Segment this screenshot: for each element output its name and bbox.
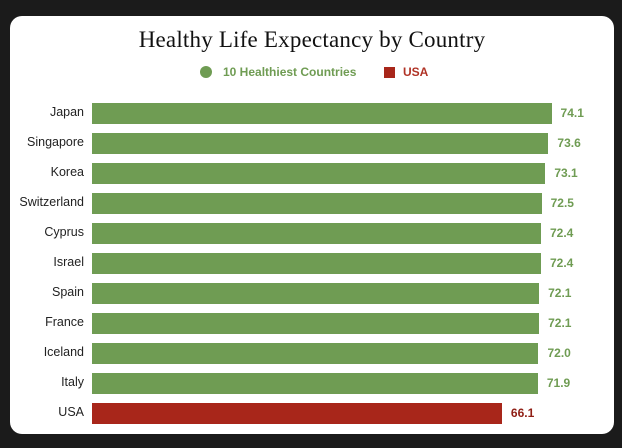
category-label-france: France <box>45 315 84 329</box>
legend-label-healthiest: 10 Healthiest Countries <box>223 65 357 79</box>
value-label-korea: 73.1 <box>554 166 578 180</box>
legend-square-icon <box>384 66 395 78</box>
legend-item-usa: USA <box>384 64 428 80</box>
legend-label-usa: USA <box>403 65 429 79</box>
value-label-usa: 66.1 <box>510 406 535 420</box>
bar-france <box>92 312 540 334</box>
value-label-france: 72.1 <box>548 316 572 330</box>
category-label-switzerland: Switzerland <box>19 195 84 209</box>
category-label-italy: Italy <box>61 375 84 389</box>
chart-title: Healthy Life Expectancy by Country <box>138 27 486 52</box>
bar-israel <box>92 252 541 274</box>
value-label-singapore: 73.6 <box>557 136 581 150</box>
value-label-italy: 71.9 <box>546 376 571 390</box>
category-label-korea: Korea <box>50 165 84 179</box>
category-label-usa: USA <box>58 405 84 419</box>
value-label-japan: 74.1 <box>560 106 584 120</box>
bar-plot-area: Japan 74.1 Singapore 73.6 Korea 73.1 Switzerla… <box>10 16 614 434</box>
category-label-spain: Spain <box>52 285 84 299</box>
bar-cyprus <box>92 222 541 244</box>
value-label-cyprus: 72.4 <box>549 226 574 240</box>
bar-japan <box>92 102 552 124</box>
value-label-switzerland: 72.5 <box>550 196 574 210</box>
bar-switzerland <box>92 192 542 214</box>
bar-spain <box>92 282 540 304</box>
bar-singapore <box>92 132 549 154</box>
legend-item-healthiest: 10 Healthiest Countries <box>200 64 356 80</box>
category-label-singapore: Singapore <box>27 135 84 149</box>
legend-circle-icon <box>200 66 212 78</box>
chart-card: Healthy Life Expectancy by Country 10 He… <box>10 16 614 434</box>
value-label-israel: 72.4 <box>549 256 574 270</box>
bar-korea <box>92 162 546 184</box>
category-label-israel: Israel <box>53 255 84 269</box>
bar-italy <box>92 372 538 394</box>
chart-legend: 10 Healthiest Countries USA <box>10 64 614 80</box>
value-label-iceland: 72.0 <box>547 346 571 360</box>
category-label-cyprus: Cyprus <box>44 225 84 239</box>
category-label-japan: Japan <box>49 105 84 119</box>
category-label-iceland: Iceland <box>43 345 84 359</box>
bar-iceland <box>92 342 539 364</box>
value-label-spain: 72.1 <box>548 286 572 300</box>
bar-usa <box>92 402 502 424</box>
